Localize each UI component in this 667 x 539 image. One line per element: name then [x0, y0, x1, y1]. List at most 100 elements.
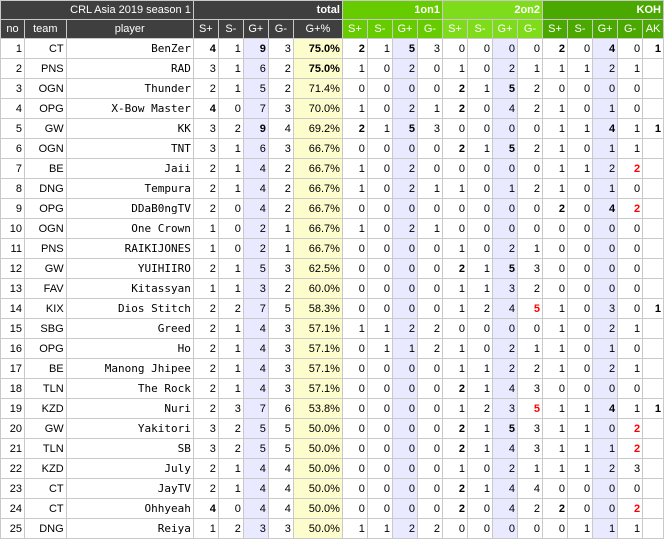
stat-cell: 0 — [391, 398, 418, 419]
row-number: 1 — [0, 38, 25, 59]
stat-cell: 3 — [242, 518, 269, 539]
column-header: S+ — [441, 19, 468, 39]
team-cell: OPG — [23, 198, 67, 219]
team-cell: OPG — [23, 98, 67, 119]
stat-cell: 4 — [491, 298, 519, 319]
stat-cell: 0 — [517, 518, 544, 539]
stat-cell: 1 — [542, 118, 569, 139]
stat-cell: 0 — [491, 218, 519, 239]
stat-cell: 0 — [466, 338, 494, 359]
stat-cell: 2 — [617, 198, 644, 219]
row-number: 13 — [0, 278, 25, 299]
stat-cell: 0 — [366, 418, 393, 439]
table-row: 11 PNS RAIKIJONES 1 0 2 1 66.7% 0 0 0 0 1 0 2 1 0 0 0 0 — [0, 238, 664, 259]
stat-cell: 0 — [366, 258, 393, 279]
win-rate-cell: 60.0% — [292, 278, 343, 299]
column-header: G- — [267, 19, 294, 39]
column-header: G- — [416, 19, 443, 39]
stat-cell: 0 — [491, 518, 519, 539]
stat-cell: 1 — [517, 338, 544, 359]
stat-cell: 0 — [366, 218, 393, 239]
stat-cell: 0 — [466, 518, 494, 539]
stat-cell: 0 — [542, 258, 569, 279]
stat-cell: 0 — [567, 478, 594, 499]
stat-cell: 0 — [391, 458, 418, 479]
stat-cell: 0 — [217, 218, 244, 239]
group-header-row: CRL Asia 2019 season 1 total 1on1 2on2 K… — [0, 0, 664, 20]
stat-cell: 1 — [466, 418, 494, 439]
stat-cell: 0 — [466, 58, 494, 79]
stat-cell: 2 — [517, 358, 544, 379]
stat-cell: 3 — [267, 518, 294, 539]
stat-cell: 0 — [617, 38, 644, 59]
stat-cell: 0 — [366, 98, 393, 119]
ak-cell: 1 — [642, 38, 664, 59]
stat-cell: 1 — [341, 218, 368, 239]
stat-cell: 0 — [517, 198, 544, 219]
stat-cell: 0 — [592, 78, 619, 99]
stat-cell: 2 — [341, 118, 368, 139]
stat-cell: 5 — [267, 438, 294, 459]
row-number: 24 — [0, 498, 25, 519]
stat-cell: 0 — [617, 178, 644, 199]
stat-cell: 1 — [617, 398, 644, 419]
stat-cell: 1 — [542, 58, 569, 79]
table-row: 7 BE Jaii 2 1 4 2 66.7% 1 0 2 0 0 0 0 0 1 1 2 2 — [0, 158, 664, 179]
row-number: 18 — [0, 378, 25, 399]
row-number: 21 — [0, 438, 25, 459]
stat-cell: 3 — [517, 258, 544, 279]
stat-cell: 0 — [416, 58, 443, 79]
ak-cell — [642, 518, 664, 539]
stat-cell: 0 — [366, 158, 393, 179]
column-header: S+ — [341, 19, 368, 39]
stat-cell: 0 — [366, 278, 393, 299]
stat-cell: 2 — [617, 418, 644, 439]
stat-cell: 4 — [267, 118, 294, 139]
stat-cell: 2 — [542, 498, 569, 519]
stat-cell: 2 — [517, 78, 544, 99]
stat-cell: 3 — [617, 458, 644, 479]
player-cell: Reiya — [65, 518, 194, 539]
stat-cell: 2 — [441, 478, 468, 499]
stat-cell: 1 — [192, 278, 219, 299]
ak-cell — [642, 498, 664, 519]
stat-cell: 1 — [567, 158, 594, 179]
stat-cell: 1 — [341, 178, 368, 199]
stat-cell: 4 — [242, 198, 269, 219]
team-cell: CT — [23, 498, 67, 519]
stat-cell: 1 — [592, 338, 619, 359]
stat-cell: 5 — [242, 418, 269, 439]
stat-cell: 2 — [542, 38, 569, 59]
column-header: S+ — [192, 19, 219, 39]
stat-cell: 0 — [466, 318, 494, 339]
stat-cell: 0 — [567, 218, 594, 239]
win-rate-cell: 62.5% — [292, 258, 343, 279]
player-cell: July — [65, 458, 194, 479]
stat-cell: 5 — [267, 298, 294, 319]
win-rate-cell: 53.8% — [292, 398, 343, 419]
stat-cell: 2 — [617, 438, 644, 459]
stat-cell: 2 — [517, 278, 544, 299]
stat-cell: 0 — [341, 378, 368, 399]
stat-cell: 2 — [192, 158, 219, 179]
row-number: 20 — [0, 418, 25, 439]
win-rate-cell: 50.0% — [292, 418, 343, 439]
ak-cell — [642, 358, 664, 379]
player-cell: The Rock — [65, 378, 194, 399]
stat-cell: 0 — [366, 458, 393, 479]
stat-cell: 0 — [617, 98, 644, 119]
stat-cell: 0 — [416, 138, 443, 159]
ak-cell — [642, 198, 664, 219]
player-cell: Ohhyeah — [65, 498, 194, 519]
ak-cell — [642, 218, 664, 239]
stat-cell: 1 — [366, 118, 393, 139]
stat-cell: 0 — [366, 58, 393, 79]
stat-cell: 0 — [391, 238, 418, 259]
stat-cell: 2 — [242, 238, 269, 259]
stat-cell: 1 — [542, 418, 569, 439]
stat-cell: 2 — [192, 318, 219, 339]
row-number: 12 — [0, 258, 25, 279]
stat-cell: 2 — [192, 78, 219, 99]
stat-cell: 4 — [242, 498, 269, 519]
stat-cell: 0 — [441, 118, 468, 139]
